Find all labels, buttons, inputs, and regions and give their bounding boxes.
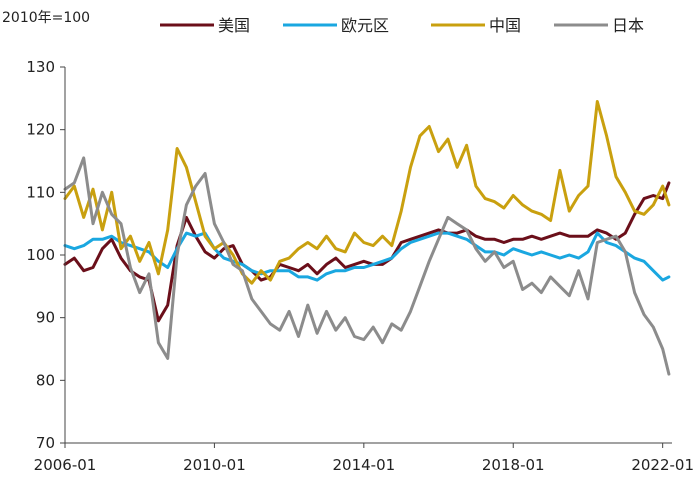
series-layer (63, 100, 671, 376)
x-tick-label: 2014-01 (332, 456, 395, 474)
y-tick-label: 120 (26, 121, 55, 139)
x-axis: 2006-01 2010-01 2014-01 2018-01 2022-01 (34, 443, 694, 474)
legend-label: 欧元区 (341, 16, 389, 35)
series-line-3 (63, 156, 671, 376)
x-tick-label: 2022-01 (631, 456, 694, 474)
y-tick-label: 90 (36, 309, 55, 327)
series-line-2 (63, 100, 671, 285)
legend: 美国 欧元区 中国 日本 (160, 16, 644, 35)
y-tick-label: 70 (36, 434, 55, 452)
y-axis: 70 80 90 100 110 120 130 (26, 58, 65, 452)
x-tick-label: 2006-01 (34, 456, 97, 474)
x-tick-label: 2010-01 (183, 456, 246, 474)
y-tick-label: 100 (26, 246, 55, 264)
y-tick-label: 80 (36, 371, 55, 389)
series-line-0 (63, 181, 671, 323)
y-tick-label: 110 (26, 183, 55, 201)
x-tick-label: 2018-01 (482, 456, 545, 474)
unit-label: 2010年=100 (2, 10, 90, 26)
y-tick-label: 130 (26, 58, 55, 76)
series-line-1 (63, 231, 671, 282)
legend-label: 美国 (218, 16, 250, 35)
legend-label: 日本 (612, 16, 644, 35)
legend-label: 中国 (489, 16, 521, 35)
